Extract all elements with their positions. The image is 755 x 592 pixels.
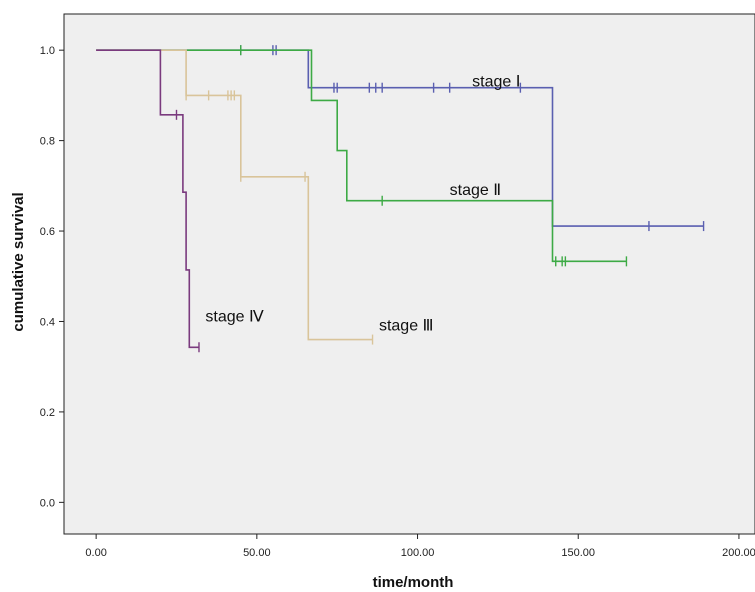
y-tick-label: 0.4	[40, 316, 55, 328]
series-labels: stage Ⅰ stage Ⅱ stage Ⅲ stage Ⅳ	[205, 73, 520, 334]
x-tick-label: 0.00	[85, 547, 106, 559]
plot-area	[63, 13, 755, 535]
series-label: stage Ⅱ	[450, 182, 501, 199]
series-layer	[96, 45, 705, 353]
x-tick-label: 50.00	[243, 547, 271, 559]
y-tick-label: 0.6	[40, 226, 55, 238]
series-label: stage Ⅲ	[379, 318, 434, 335]
series-line	[96, 49, 199, 349]
series-3	[96, 49, 374, 345]
series-label: stage Ⅳ	[205, 308, 264, 325]
series-line	[96, 49, 373, 341]
x-axis: 0.00 50.00 100.00 150.00 200.00	[85, 534, 755, 559]
y-tick-label: 0.8	[40, 136, 55, 148]
series-line	[96, 49, 627, 263]
y-tick-label: 0.2	[40, 407, 55, 419]
x-tick-label: 200.00	[722, 547, 755, 559]
y-tick-label: 1.0	[40, 45, 55, 57]
x-axis-title: time/month	[373, 574, 454, 591]
y-axis: 0.0 0.2 0.4 0.6 0.8 1.0	[40, 45, 64, 509]
series-2	[96, 45, 628, 267]
x-tick-label: 150.00	[561, 547, 595, 559]
series-4	[96, 49, 200, 353]
x-tick-label: 100.00	[401, 547, 435, 559]
y-tick-label: 0.0	[40, 497, 55, 509]
series-label: stage Ⅰ	[472, 73, 520, 90]
y-axis-title: cumulative survival	[10, 192, 27, 331]
